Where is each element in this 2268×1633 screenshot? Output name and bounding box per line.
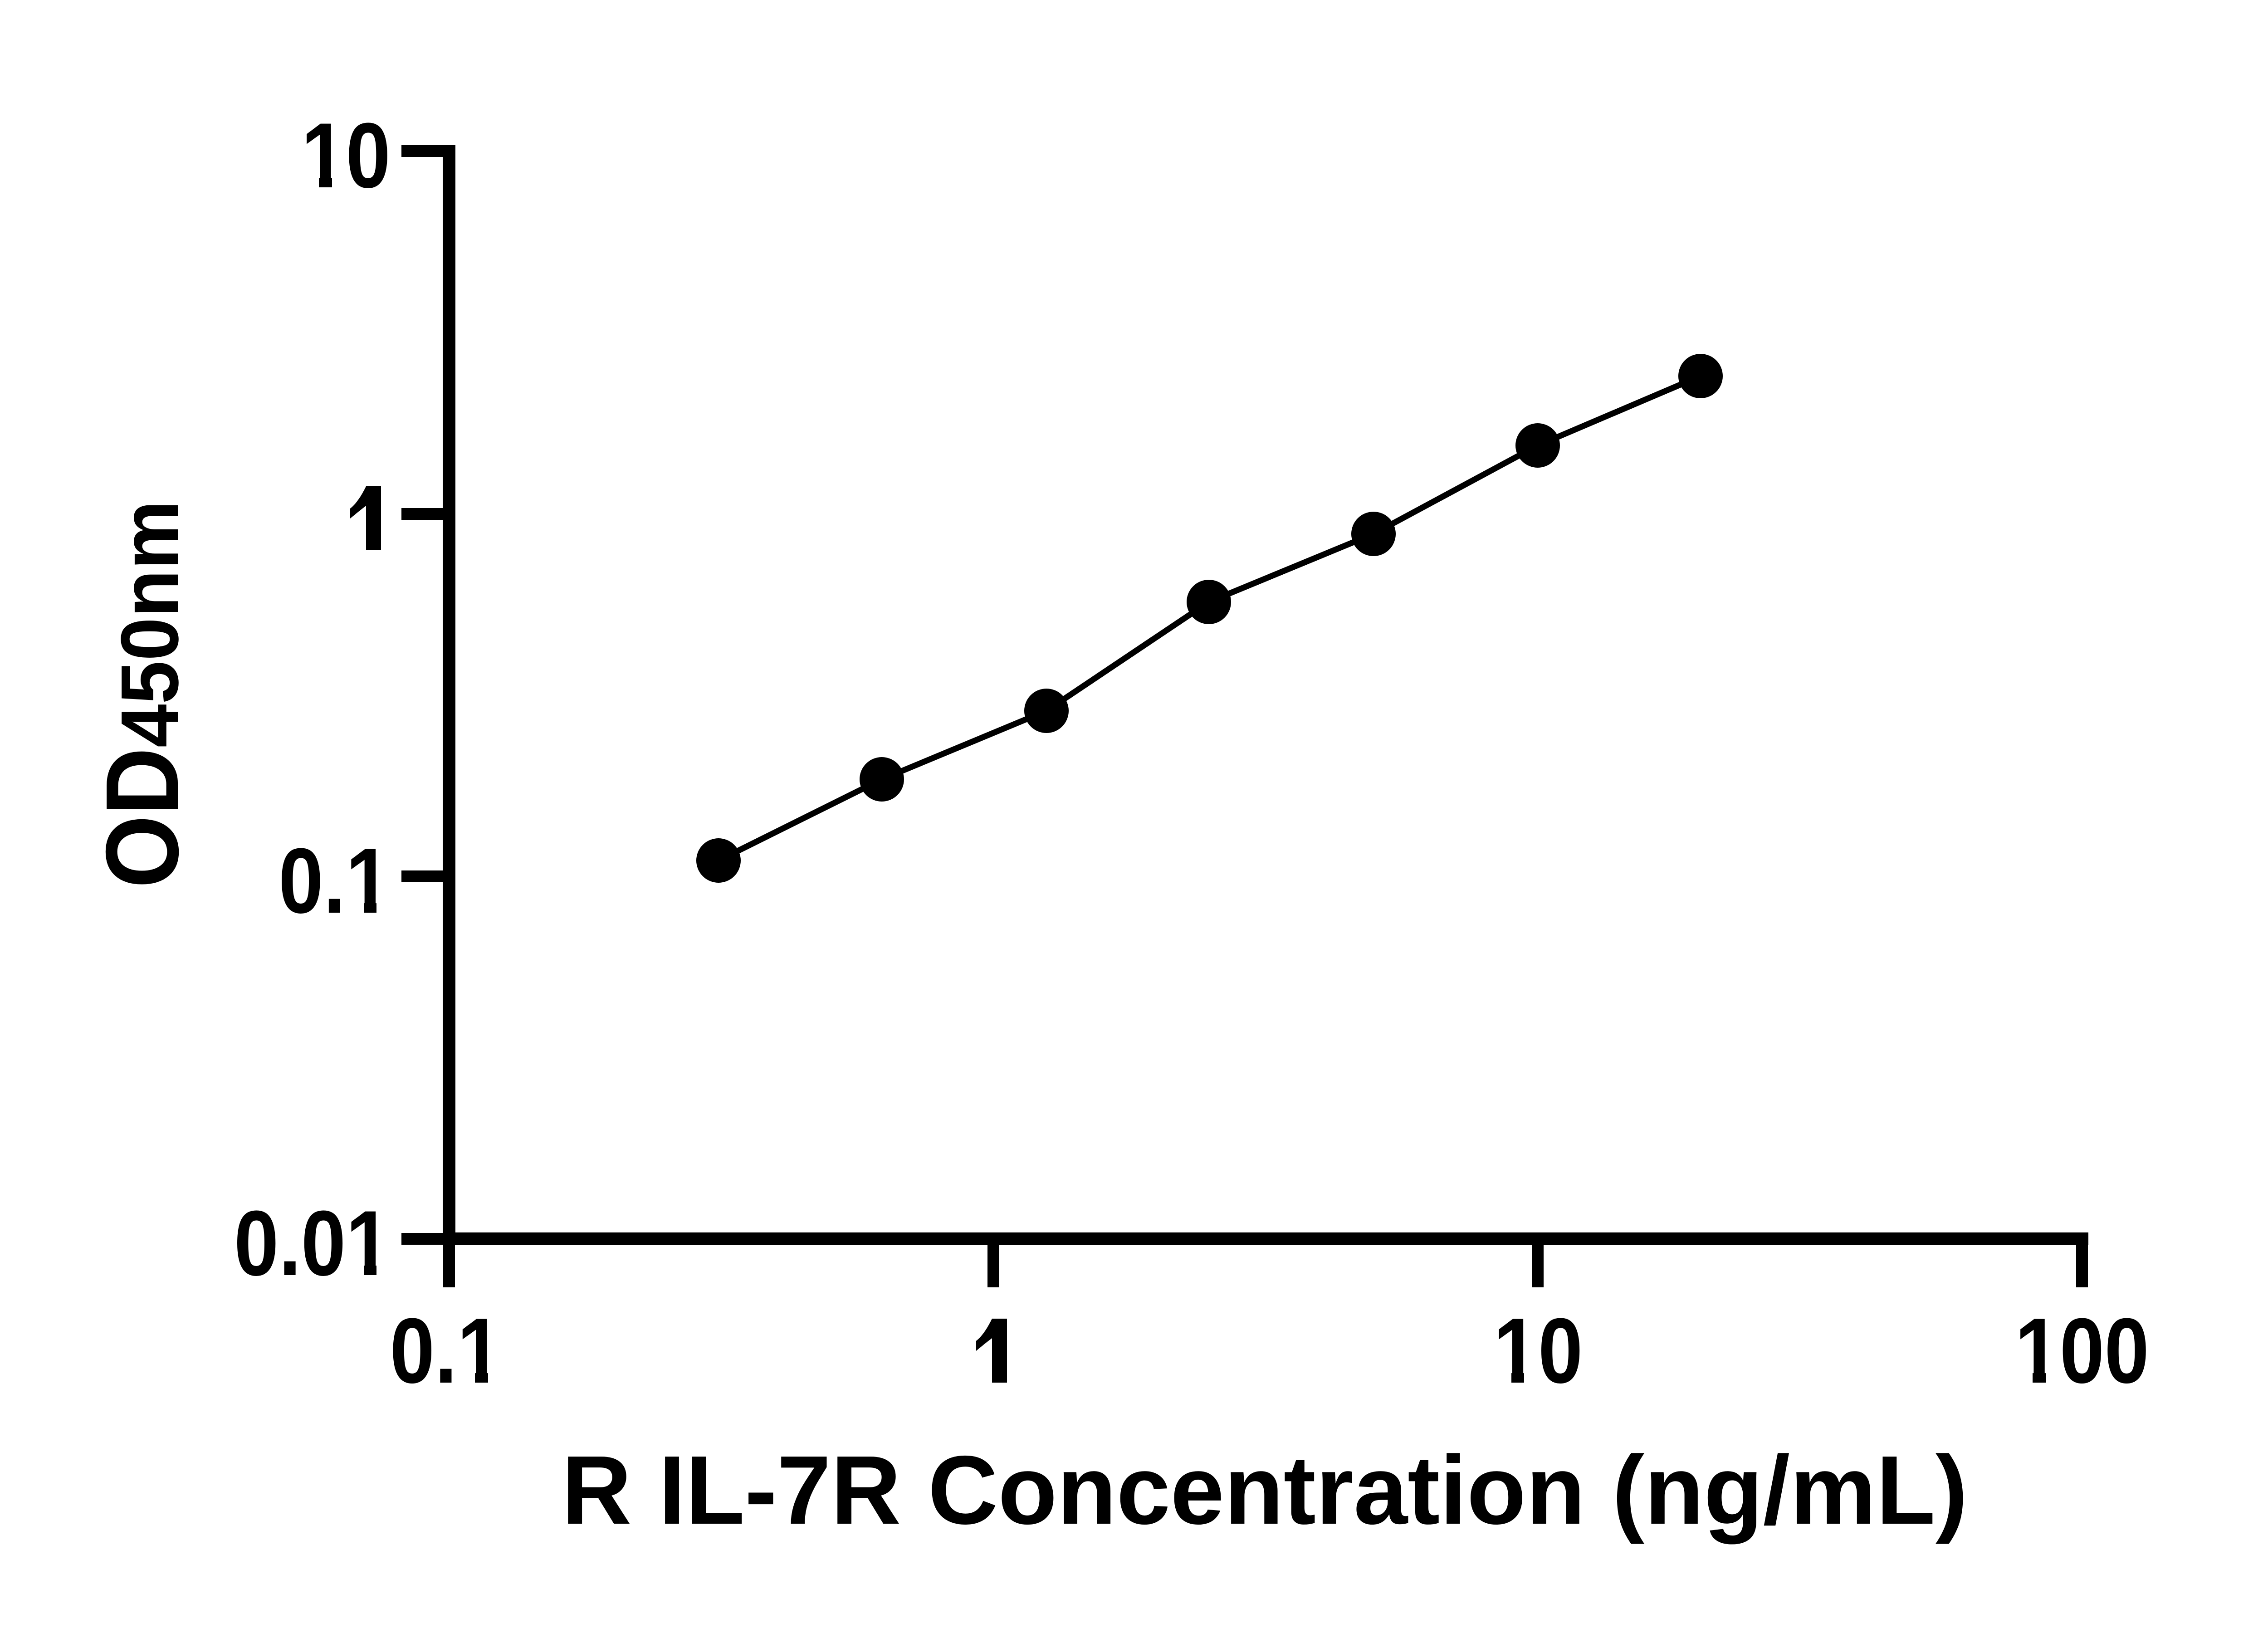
- svg-text:0.01: 0.01: [234, 1192, 391, 1295]
- svg-text:10: 10: [1494, 1299, 1583, 1403]
- svg-text:0.1: 0.1: [390, 1299, 502, 1403]
- svg-text:OD: OD: [85, 748, 200, 888]
- svg-text:10: 10: [301, 104, 391, 207]
- svg-text:450nm: 450nm: [104, 500, 196, 748]
- svg-text:0.1: 0.1: [279, 829, 391, 933]
- svg-text:R IL-7R Concentration (ng/mL): R IL-7R Concentration (ng/mL): [562, 1435, 1968, 1545]
- svg-text:100: 100: [2015, 1299, 2149, 1403]
